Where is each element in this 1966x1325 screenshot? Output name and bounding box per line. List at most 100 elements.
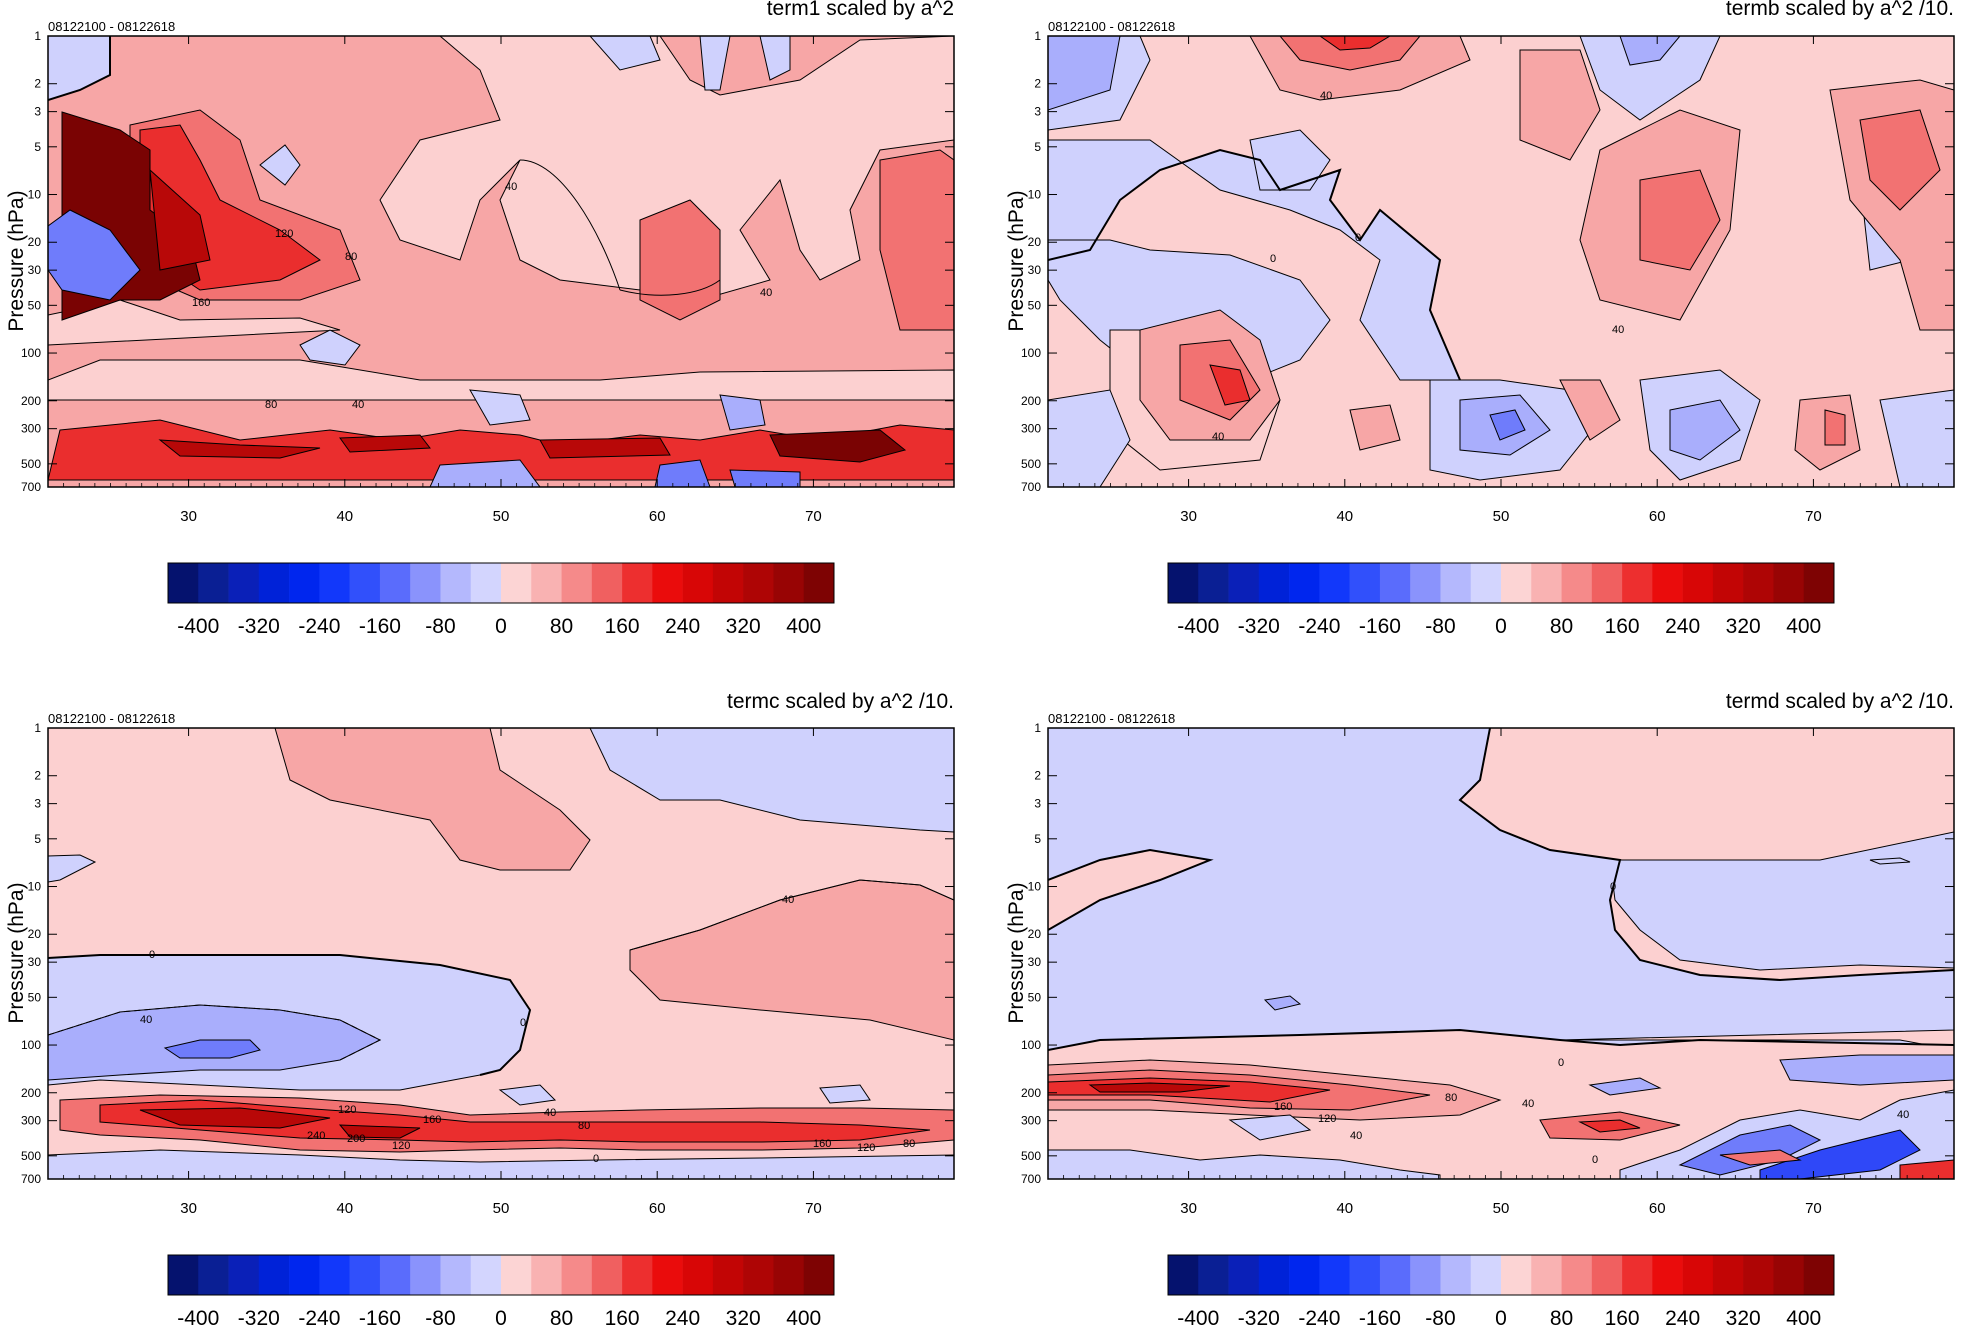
chart-subtitle: 08122100 - 08122618 xyxy=(48,711,175,726)
contour-fill xyxy=(539,437,671,459)
y-tick-label: 200 xyxy=(21,1086,41,1100)
colorbar-box xyxy=(531,563,562,603)
y-tick-label: 700 xyxy=(21,1172,41,1186)
x-tick-label: 50 xyxy=(493,1200,510,1217)
contour-labels: 40 80 120 160 40 80 40 xyxy=(192,181,772,411)
colorbar-box xyxy=(1168,1255,1199,1295)
colorbar-tick-label: 240 xyxy=(1665,615,1700,638)
contour-fill xyxy=(429,459,541,487)
colorbar-tick-label: 400 xyxy=(786,615,821,638)
contour-labels: 40 0 0 40 40 xyxy=(1212,90,1624,443)
colorbar-box xyxy=(410,563,441,603)
colorbar-box xyxy=(561,1255,593,1295)
y-tick-label: 5 xyxy=(34,140,41,154)
colorbar-box xyxy=(1258,1255,1290,1295)
x-tick-label: 70 xyxy=(1805,508,1822,525)
colorbar-box xyxy=(531,1255,562,1295)
contour-fill xyxy=(1759,1129,1921,1179)
y-tick-label: 5 xyxy=(34,832,41,846)
colorbar-box xyxy=(258,1255,290,1295)
y-axis-label: Pressure (hPa) xyxy=(1005,190,1028,331)
contour-labels: 40 0 40 0 120 160 240 200 120 40 80 160 … xyxy=(140,894,915,1165)
colorbar-box xyxy=(501,563,532,603)
contour-label: 120 xyxy=(857,1142,875,1154)
colorbar-box xyxy=(1501,1255,1532,1295)
colorbar-tick-label: 160 xyxy=(1605,1307,1640,1325)
colorbar-tick-label: 400 xyxy=(786,1307,821,1325)
colorbar-tick-label: 160 xyxy=(605,615,640,638)
y-tick-label: 300 xyxy=(1021,1114,1041,1128)
colorbar-box xyxy=(1591,563,1623,603)
colorbar-box xyxy=(1743,563,1774,603)
y-tick-label: 100 xyxy=(1021,346,1041,360)
y-tick-label: 30 xyxy=(28,263,42,277)
colorbar-box xyxy=(1198,1255,1229,1295)
y-tick-label: 10 xyxy=(1028,188,1042,202)
y-axis-label: Pressure (hPa) xyxy=(5,882,28,1023)
colorbar-box xyxy=(440,563,472,603)
y-tick-label: 500 xyxy=(21,1149,41,1163)
colorbar-tick-label: 400 xyxy=(1786,1307,1821,1325)
contour-label: 160 xyxy=(1274,1101,1292,1113)
y-axis-label: Pressure (hPa) xyxy=(1005,882,1028,1023)
colorbar-tick-label: 320 xyxy=(726,1307,761,1325)
colorbar-tick-label: 160 xyxy=(1605,615,1640,638)
x-ticks: 30 40 50 60 70 xyxy=(47,728,955,1217)
contour-fill xyxy=(158,439,321,459)
x-tick-label: 60 xyxy=(649,1200,666,1217)
y-tick-label: 5 xyxy=(1034,832,1041,846)
colorbar-box xyxy=(773,1255,805,1295)
y-ticks: 1 2 3 5 10 20 30 50 100 200 300 500 700 xyxy=(1021,721,1954,1186)
x-tick-label: 40 xyxy=(1336,508,1353,525)
colorbar-frame xyxy=(167,562,835,604)
colorbar-box xyxy=(1289,563,1320,603)
contour-label: 0 xyxy=(1592,1154,1598,1166)
y-tick-label: 3 xyxy=(34,797,41,811)
contour-fill xyxy=(163,1039,261,1059)
contour-fill xyxy=(259,144,301,186)
colorbar-3: -400 -320 -240 -160 -80 0 80 160 240 320 400 xyxy=(167,1254,835,1325)
x-tick-label: 60 xyxy=(649,508,666,525)
contour-label: 120 xyxy=(338,1104,356,1116)
contour-fill xyxy=(469,389,531,426)
contour-label: 40 xyxy=(544,1107,556,1119)
y-tick-label: 100 xyxy=(21,346,41,360)
contour-fill xyxy=(339,434,431,453)
y-tick-label: 3 xyxy=(34,105,41,119)
contour-fill xyxy=(1263,995,1302,1011)
colorbar-box xyxy=(1289,1255,1320,1295)
contour-label: 80 xyxy=(265,399,277,411)
y-tick-label: 2 xyxy=(1034,77,1041,91)
contour-field xyxy=(48,36,954,487)
colorbar-box xyxy=(501,1255,532,1295)
colorbar-box xyxy=(470,1255,502,1295)
contour-label: 80 xyxy=(578,1120,590,1132)
contour-label: 120 xyxy=(275,228,293,240)
y-tick-label: 500 xyxy=(21,457,41,471)
contour-fill xyxy=(1824,409,1846,446)
x-tick-label: 70 xyxy=(805,1200,822,1217)
colorbar-tick-label: 80 xyxy=(1550,615,1573,638)
y-tick-label: 300 xyxy=(21,422,41,436)
contour-line xyxy=(1458,728,1954,982)
contour-label: 0 xyxy=(593,1153,599,1165)
colorbar-tick-label: 320 xyxy=(1726,615,1761,638)
colorbar-box xyxy=(591,563,623,603)
contour-fill xyxy=(48,209,141,301)
colorbar-tick-label: 0 xyxy=(495,615,507,638)
contour-label: 0 xyxy=(149,949,155,961)
colorbar-box xyxy=(289,1255,320,1295)
contour-label: 40 xyxy=(1212,431,1224,443)
y-tick-label: 100 xyxy=(21,1038,41,1052)
colorbar-tick-label: -240 xyxy=(298,1307,340,1325)
colorbar-box xyxy=(1470,1255,1502,1295)
colorbar-tick-label: 80 xyxy=(550,1307,573,1325)
colorbar-box xyxy=(1228,563,1260,603)
contour-fill xyxy=(48,359,954,401)
colorbar-box xyxy=(1168,563,1199,603)
x-ticks: 30 40 50 60 70 xyxy=(1047,728,1955,1217)
contour-line xyxy=(1048,1028,1954,1051)
panel-term1: 40 80 120 160 40 80 40 08122100 - 081226… xyxy=(5,0,955,525)
contour-fill xyxy=(699,36,731,91)
chart-title: term1 scaled by a^2 xyxy=(767,0,954,20)
